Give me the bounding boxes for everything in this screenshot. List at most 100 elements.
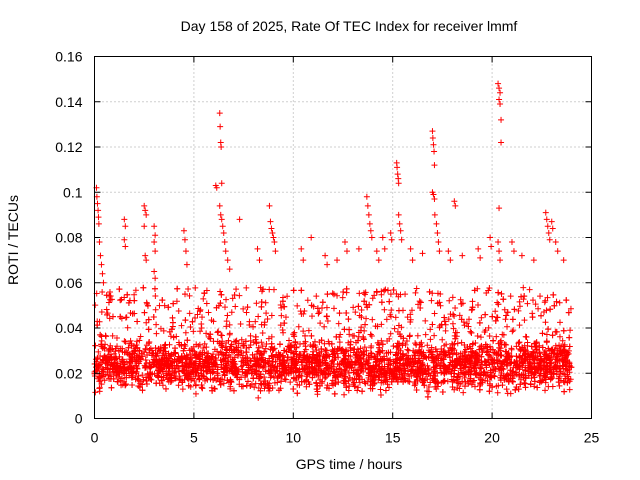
x-tick-label: 25 xyxy=(584,430,600,446)
data-point xyxy=(504,371,511,378)
data-point xyxy=(133,357,140,364)
data-point xyxy=(174,285,181,292)
data-point xyxy=(116,286,123,293)
data-point xyxy=(113,372,120,379)
data-point xyxy=(339,294,346,301)
data-point xyxy=(528,375,535,382)
data-point xyxy=(319,356,326,363)
data-point xyxy=(487,234,494,241)
data-point xyxy=(109,366,116,373)
data-point xyxy=(417,366,424,373)
data-point xyxy=(143,211,150,218)
y-tick-label: 0.12 xyxy=(55,139,82,155)
data-point xyxy=(171,356,178,363)
data-point xyxy=(170,334,177,341)
data-point xyxy=(498,360,505,367)
data-point xyxy=(245,378,252,385)
data-point xyxy=(308,302,315,309)
data-point xyxy=(123,374,130,381)
data-point xyxy=(94,322,101,329)
data-point xyxy=(537,377,544,384)
data-point xyxy=(134,318,141,325)
data-point xyxy=(546,365,553,372)
data-point xyxy=(270,364,277,371)
data-point xyxy=(141,309,148,316)
data-point xyxy=(185,285,192,292)
data-point xyxy=(300,257,307,264)
data-point xyxy=(362,380,369,387)
data-point xyxy=(163,363,170,370)
data-point xyxy=(417,299,424,306)
data-point xyxy=(117,313,124,320)
data-point xyxy=(352,352,359,359)
data-point xyxy=(167,333,174,340)
data-point xyxy=(153,321,160,328)
data-point xyxy=(481,328,488,335)
data-point xyxy=(185,370,192,377)
data-point xyxy=(478,353,485,360)
data-point xyxy=(325,368,332,375)
data-point xyxy=(422,331,429,338)
data-point xyxy=(194,369,201,376)
data-point xyxy=(525,372,532,379)
data-point xyxy=(489,313,496,320)
data-point xyxy=(548,373,555,380)
data-point xyxy=(426,288,433,295)
data-point xyxy=(144,302,151,309)
data-point xyxy=(142,357,149,364)
data-point xyxy=(461,383,468,390)
data-point xyxy=(529,297,536,304)
data-point xyxy=(118,375,125,382)
data-point xyxy=(390,286,397,293)
data-point xyxy=(229,356,236,363)
data-point xyxy=(479,349,486,356)
data-point xyxy=(277,322,284,329)
data-point xyxy=(459,378,466,385)
data-point xyxy=(150,362,157,369)
data-point xyxy=(557,348,564,355)
data-point xyxy=(468,364,475,371)
data-point xyxy=(358,307,365,314)
data-point xyxy=(369,316,376,323)
data-point xyxy=(151,285,158,292)
data-point xyxy=(565,309,572,316)
x-tick-label: 0 xyxy=(91,430,99,446)
data-point xyxy=(446,297,453,304)
data-point xyxy=(323,384,330,391)
data-point xyxy=(503,312,510,319)
data-point xyxy=(380,367,387,374)
data-point xyxy=(439,388,446,395)
data-point xyxy=(100,366,107,373)
data-point xyxy=(468,329,475,336)
data-point xyxy=(488,374,495,381)
data-point xyxy=(99,356,106,363)
data-point xyxy=(541,362,548,369)
data-point xyxy=(537,293,544,300)
data-point xyxy=(450,311,457,318)
data-point xyxy=(481,369,488,376)
data-point xyxy=(392,314,399,321)
data-point xyxy=(201,340,208,347)
data-point xyxy=(395,346,402,353)
data-point xyxy=(431,332,438,339)
data-point xyxy=(460,389,467,396)
data-point xyxy=(191,348,198,355)
data-point xyxy=(96,318,103,325)
data-point xyxy=(369,366,376,373)
data-point xyxy=(223,296,230,303)
data-point xyxy=(410,363,417,370)
data-point xyxy=(509,328,516,335)
data-point xyxy=(535,364,542,371)
data-point xyxy=(251,384,258,391)
data-point xyxy=(230,360,237,367)
data-point xyxy=(226,330,233,337)
data-point xyxy=(531,360,538,367)
data-point xyxy=(540,308,547,315)
data-point xyxy=(345,316,352,323)
data-point xyxy=(242,369,249,376)
data-point xyxy=(515,307,522,314)
data-point xyxy=(117,297,124,304)
data-point xyxy=(477,254,484,261)
data-point xyxy=(221,369,228,376)
data-point xyxy=(268,225,275,232)
